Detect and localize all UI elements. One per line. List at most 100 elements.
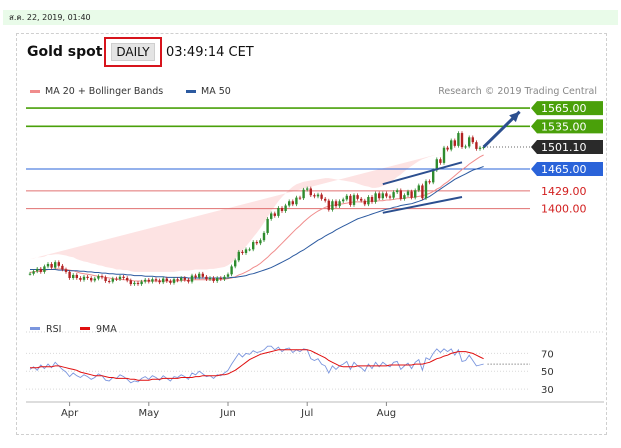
candle [90,277,93,281]
x-tick-label: Aug [377,408,397,419]
candle [54,262,57,268]
rsi-line [29,345,484,384]
candle [417,185,420,191]
candle [370,196,374,202]
candle [421,185,424,199]
candle [352,195,356,205]
candle [464,146,467,148]
level-support: 1465.00 [26,161,603,176]
candle [111,278,114,282]
candle [471,137,474,143]
level-label: 1535.00 [541,120,587,133]
level-resistance: 1535.00 [26,119,603,134]
candle [482,147,485,149]
level-tag [531,161,603,176]
candle [97,276,100,279]
candle [172,279,176,283]
candle [187,279,190,282]
candle [32,271,35,274]
candle [367,196,370,205]
candles [28,131,485,286]
candle [424,181,428,199]
rsi-ma-swatch-icon [80,327,90,330]
candle [39,268,42,272]
candle [295,197,298,205]
level-tag [531,101,603,116]
candle [288,201,291,206]
candle [136,282,140,285]
x-tick-label: Jun [219,408,236,419]
candle [396,190,399,193]
candle [165,278,168,282]
candle [478,147,482,149]
candle [428,181,431,183]
level-tag [531,140,603,155]
candle [86,276,89,278]
candle [180,277,183,281]
candle [169,281,172,283]
candle [147,279,150,282]
candle [284,205,287,212]
candle [248,249,251,251]
candle [237,251,240,261]
candle [183,277,186,280]
candle [414,190,417,198]
level-label: 1501.10 [541,141,587,154]
candle [126,277,129,281]
legend-ma50: MA 50 [186,86,231,97]
candle [79,277,82,280]
candle [262,232,266,241]
timestamp-bar: ส.ค. 22, 2019, 01:40 [3,10,618,25]
rsi-tick-label: 50 [541,367,554,378]
candle [327,200,330,210]
channel-line [382,196,463,214]
candle [309,188,312,196]
candle [399,190,402,199]
candle [388,196,392,198]
candle [154,279,158,281]
candle [36,268,39,272]
candle [234,260,237,267]
legend-ma20: MA 20 + Bollinger Bands [30,86,163,97]
candle [198,273,201,278]
forecast-arrow-head [509,111,520,123]
level-label: 1429.00 [541,185,587,198]
candle [43,266,46,272]
candle [151,279,154,282]
level-label: 1465.00 [541,163,587,176]
candle [298,197,302,199]
candle [270,213,273,219]
candle [406,191,410,196]
candle [435,159,438,171]
candle [457,133,460,146]
candle [57,262,60,266]
candle [158,280,161,283]
candle [442,147,446,163]
bollinger-band [30,150,452,272]
candle [273,213,276,216]
daily-button[interactable]: DAILY [104,37,162,67]
candle [122,276,125,278]
candle [129,280,132,285]
candle [356,195,359,199]
candle [230,266,233,275]
candle [320,194,323,199]
candle [190,275,194,282]
candle [410,191,413,198]
candle [324,198,327,201]
ma20-swatch-icon [30,90,40,93]
candle [208,277,212,280]
candle [68,271,71,278]
daily-button-label[interactable]: DAILY [111,43,155,61]
timestamp: ส.ค. 22, 2019, 01:40 [9,13,91,22]
candle [72,274,75,278]
chart-title: Gold spot [27,44,103,60]
rsi-ma-legend-label: 9MA [96,324,117,335]
candle [176,279,179,281]
legend-ma20-label: MA 20 + Bollinger Bands [45,86,164,97]
candle [453,140,456,146]
candle [345,195,348,200]
candle [460,133,464,148]
rsi-legend-label: RSI [46,324,61,335]
candle [334,201,338,207]
